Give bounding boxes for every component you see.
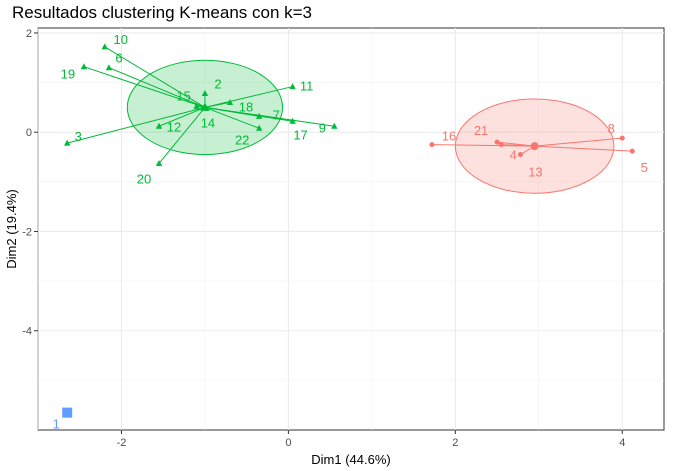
- point-marker: [64, 139, 71, 146]
- point-marker: [619, 135, 625, 141]
- x-tick-label: 2: [452, 437, 458, 449]
- y-tick-label: -4: [22, 326, 32, 338]
- point-marker: [155, 122, 163, 129]
- centroid-link: [108, 67, 206, 108]
- centroid-link: [67, 106, 206, 144]
- centroid-link: [204, 106, 260, 129]
- point-marker: [226, 98, 234, 105]
- x-tick-label: 4: [619, 437, 625, 449]
- centroid-marker: [530, 142, 539, 151]
- point-marker: [289, 117, 296, 124]
- point-label: 22: [235, 132, 249, 147]
- point-label: 3: [75, 129, 82, 144]
- point-marker: [193, 102, 200, 109]
- centroid-link: [204, 101, 231, 108]
- cluster-green: 10 6 19 15 2 11 18 12 14 7 3 22 17 9 20: [61, 32, 338, 186]
- y-tick-label: 2: [26, 28, 32, 40]
- centroid-link: [501, 144, 535, 147]
- plot-panel: [37, 27, 665, 431]
- point-marker: [494, 139, 500, 145]
- centroid-link: [431, 144, 535, 147]
- cluster-red: 16 21 4 13 8 5: [429, 98, 648, 194]
- point-label: 15: [176, 88, 190, 103]
- point-marker: [255, 124, 263, 131]
- point-label: 5: [641, 160, 648, 175]
- point-label: 2: [214, 77, 221, 92]
- point-label: 12: [167, 119, 181, 134]
- centroid-marker: [200, 102, 210, 111]
- chart-title: Resultados clustering K-means con k=3: [12, 3, 312, 22]
- point-label: 1: [53, 417, 60, 432]
- point-label: 20: [137, 171, 151, 186]
- y-tick-label: -2: [22, 226, 32, 238]
- point-label: 21: [474, 123, 488, 138]
- point-marker: [289, 83, 296, 90]
- point-marker: [62, 407, 73, 418]
- point-marker: [201, 90, 209, 97]
- point-marker: [80, 63, 88, 70]
- centroid-link: [534, 145, 633, 152]
- point-marker: [105, 64, 113, 71]
- point-marker: [255, 112, 263, 119]
- point-marker: [429, 142, 435, 148]
- x-axis-title: Dim1 (44.6%): [311, 452, 390, 467]
- grid: [37, 28, 664, 430]
- centroid-link: [104, 46, 206, 108]
- centroid-link: [158, 107, 206, 164]
- point-label: 17: [293, 127, 307, 142]
- point-marker: [517, 152, 523, 158]
- point-label: 8: [608, 121, 615, 136]
- point-label: 6: [115, 51, 122, 66]
- point-label: 11: [300, 79, 314, 94]
- cluster-blue: 1: [53, 407, 73, 432]
- point-marker: [331, 122, 338, 129]
- y-axis-title: Dim2 (19.4%): [4, 189, 19, 268]
- point-label: 7: [273, 107, 280, 122]
- point-marker: [629, 148, 635, 154]
- point-label: 16: [442, 129, 456, 144]
- centroid-link: [534, 137, 623, 147]
- point-label: 19: [61, 67, 75, 82]
- point-label: 18: [239, 99, 253, 114]
- x-tick-label: -2: [117, 437, 127, 449]
- point-label: 9: [319, 120, 326, 135]
- point-marker: [155, 159, 163, 166]
- centroid-link: [158, 106, 206, 127]
- point-label: 4: [510, 148, 517, 163]
- y-tick-label: 0: [26, 127, 32, 139]
- point-label: 10: [114, 32, 128, 47]
- x-tick-label: 0: [285, 437, 291, 449]
- point-marker: [498, 142, 504, 148]
- centroid-link: [204, 106, 335, 127]
- clusters: 10 6 19 15 2 11 18 12 14 7 3 22 17 9 20 16 21 4 13 8 5 1: [53, 32, 648, 432]
- point-label: 13: [528, 165, 542, 180]
- point-marker: [101, 43, 108, 50]
- axes: -2 0 2 420-2-4: [22, 28, 625, 449]
- centroid-link: [83, 66, 206, 108]
- centroid-link: [204, 86, 293, 108]
- point-label: 14: [201, 115, 215, 130]
